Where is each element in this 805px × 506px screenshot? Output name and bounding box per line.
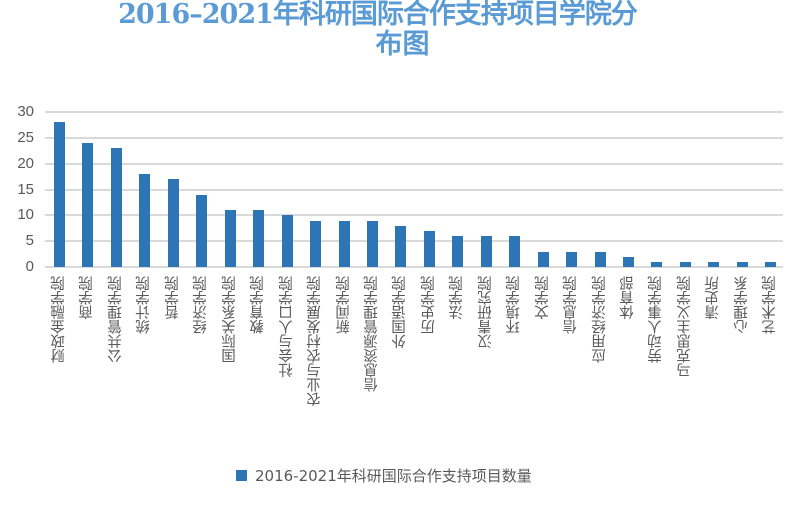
legend-label: 2016-2021年科研国际合作支持项目数量 (255, 467, 532, 485)
legend-swatch-icon (236, 470, 247, 481)
x-tick-label: 信息资源管理学院 (363, 276, 380, 392)
x-tick-label: 应用经济学院 (591, 276, 608, 363)
x-tick-label: 国际关系学院 (221, 276, 238, 363)
bar[interactable] (167, 179, 179, 267)
gridline (45, 162, 783, 165)
y-tick-label: 5 (25, 232, 34, 250)
bar[interactable] (623, 256, 634, 267)
y-tick-label: 0 (25, 258, 34, 275)
x-tick-label: 心理学系 (733, 276, 750, 334)
x-tick-label: 哲学院 (164, 276, 181, 320)
x-tick-label: 商学院 (79, 276, 96, 320)
y-tick-label: 30 (17, 103, 34, 120)
bar[interactable] (281, 215, 293, 267)
bar[interactable] (594, 251, 606, 267)
x-tick-label: 清史所 (705, 276, 722, 320)
gridline (45, 266, 783, 268)
bar[interactable] (452, 236, 464, 267)
x-tick-label: 环境学院 (506, 276, 523, 334)
bar[interactable] (708, 261, 720, 267)
x-tick-label: 法学院 (449, 276, 466, 320)
x-tick-label: 农业与农村发展学院 (307, 276, 324, 407)
bar[interactable] (651, 261, 663, 267)
x-tick-label: 马克思主义学院 (676, 276, 693, 378)
bar[interactable] (310, 220, 322, 267)
x-tick-label: 汉青研究院 (477, 276, 494, 349)
x-tick-label: 新闻学院 (335, 276, 352, 334)
bar[interactable] (196, 194, 208, 267)
bar[interactable] (537, 251, 549, 267)
bar[interactable] (338, 220, 350, 267)
legend: 2016-2021年科研国际合作支持项目数量 (236, 465, 532, 486)
bar[interactable] (224, 210, 236, 267)
bar[interactable] (736, 261, 748, 267)
x-tick-label: 统计学院 (136, 276, 153, 334)
bar[interactable] (253, 210, 265, 267)
x-tick-label: 公共管理学院 (107, 276, 124, 363)
x-tick-label: 文学院 (534, 276, 551, 320)
chart-title-line2: 布图 (375, 29, 430, 60)
x-tick-label: 艺术学院 (762, 276, 779, 334)
x-tick-label: 教育学院 (250, 276, 267, 334)
bar[interactable] (82, 143, 94, 267)
gridline (45, 214, 783, 217)
x-tick-label: 历史学院 (420, 276, 437, 334)
gridline (45, 111, 783, 113)
x-tick-label: 劳动人事学院 (648, 276, 665, 363)
bar[interactable] (765, 261, 777, 267)
x-tick-label: 社会与人口学院 (278, 276, 295, 378)
bar[interactable] (509, 236, 521, 267)
bar[interactable] (54, 122, 65, 267)
bar[interactable] (139, 174, 151, 267)
gridline (45, 136, 783, 139)
x-tick-label: 外国语学院 (392, 276, 409, 349)
chart-title-line1: 2016–2021年科研国际合作支持项目学院分 (118, 0, 638, 30)
x-tick-label: 体育部 (620, 276, 636, 320)
bar[interactable] (110, 148, 122, 267)
x-tick-label: 经济学院 (193, 276, 210, 334)
y-tick-label: 15 (17, 180, 34, 198)
y-tick-label: 25 (17, 128, 34, 146)
gridline (45, 188, 783, 191)
bar[interactable] (395, 225, 407, 267)
bar[interactable] (679, 261, 691, 267)
x-tick-label: 财政金融学院 (51, 276, 67, 363)
chart-title: 2016–2021年科研国际合作支持项目学院分 布图 (0, 0, 805, 60)
y-tick-label: 10 (17, 206, 34, 224)
x-tick-label: 信息学院 (563, 276, 580, 334)
y-tick-label: 20 (17, 154, 34, 172)
bar[interactable] (423, 230, 435, 267)
bar[interactable] (480, 236, 492, 267)
bar[interactable] (366, 220, 378, 267)
gridline (45, 240, 783, 243)
bar[interactable] (566, 251, 578, 267)
